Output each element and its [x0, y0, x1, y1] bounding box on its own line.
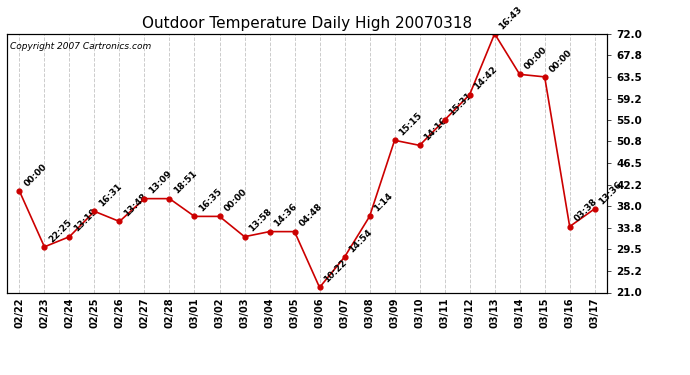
- Text: Copyright 2007 Cartronics.com: Copyright 2007 Cartronics.com: [10, 42, 151, 51]
- Point: [64, 234, 75, 240]
- Point: [564, 224, 575, 230]
- Text: 00:00: 00:00: [522, 45, 549, 72]
- Text: 00:00: 00:00: [22, 162, 48, 188]
- Text: 15:31: 15:31: [447, 91, 474, 117]
- Text: 03:38: 03:38: [573, 197, 599, 224]
- Text: 16:43: 16:43: [497, 4, 524, 31]
- Point: [164, 196, 175, 202]
- Text: 1:14: 1:14: [373, 191, 395, 214]
- Point: [539, 74, 550, 80]
- Point: [289, 229, 300, 235]
- Point: [239, 234, 250, 240]
- Point: [314, 284, 325, 290]
- Text: 04:48: 04:48: [297, 202, 324, 229]
- Text: 14:54: 14:54: [347, 227, 374, 254]
- Text: 22:25: 22:25: [47, 217, 74, 244]
- Text: 16:35: 16:35: [197, 187, 224, 214]
- Point: [514, 71, 525, 77]
- Point: [414, 142, 425, 148]
- Point: [464, 92, 475, 98]
- Point: [14, 188, 25, 194]
- Text: 00:00: 00:00: [222, 188, 248, 214]
- Point: [114, 219, 125, 225]
- Point: [589, 206, 600, 212]
- Point: [489, 31, 500, 37]
- Text: 14:42: 14:42: [473, 65, 499, 92]
- Text: 13:48: 13:48: [122, 192, 149, 219]
- Text: 18:51: 18:51: [172, 169, 199, 196]
- Point: [339, 254, 350, 260]
- Text: 10:22: 10:22: [322, 258, 349, 285]
- Text: 14:36: 14:36: [273, 202, 299, 229]
- Point: [389, 137, 400, 143]
- Point: [89, 209, 100, 214]
- Text: 13:19: 13:19: [72, 207, 99, 234]
- Point: [264, 229, 275, 235]
- Text: 13:09: 13:09: [147, 169, 174, 196]
- Point: [214, 213, 225, 219]
- Text: 16:31: 16:31: [97, 182, 124, 209]
- Point: [139, 196, 150, 202]
- Text: 13:36: 13:36: [598, 179, 624, 206]
- Text: 14:16: 14:16: [422, 116, 449, 142]
- Text: 15:15: 15:15: [397, 111, 424, 138]
- Text: 00:00: 00:00: [547, 48, 573, 74]
- Point: [39, 244, 50, 250]
- Title: Outdoor Temperature Daily High 20070318: Outdoor Temperature Daily High 20070318: [142, 16, 472, 31]
- Point: [189, 213, 200, 219]
- Point: [364, 213, 375, 219]
- Point: [439, 117, 450, 123]
- Text: 13:58: 13:58: [247, 207, 274, 234]
